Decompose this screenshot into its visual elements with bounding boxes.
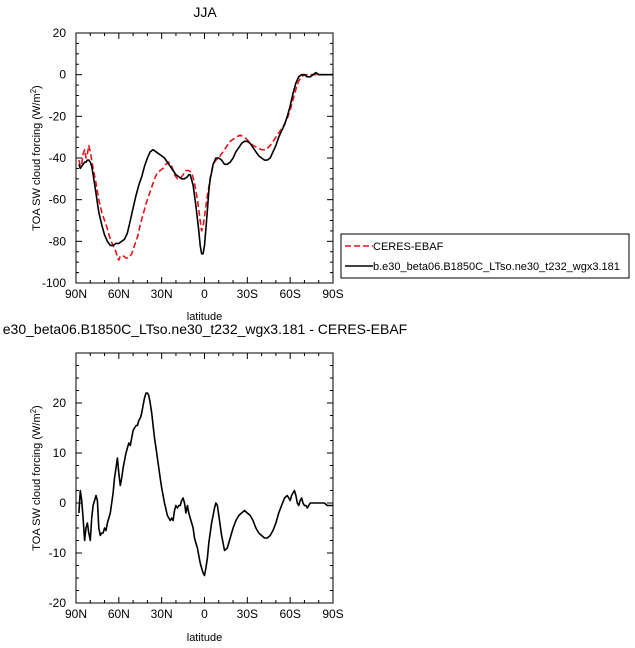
- x-tick-label: 60S: [279, 287, 300, 301]
- x-tick-label: 30S: [237, 287, 258, 301]
- series-line-0: [78, 392, 333, 577]
- bottom-series-group: [78, 392, 333, 577]
- y-tick-label: -40: [49, 151, 67, 165]
- x-tick-label: 60N: [108, 287, 130, 301]
- bottom-chart-title: e30_beta06.B1850C_LTso.ne30_t232_wgx3.18…: [3, 321, 407, 337]
- x-tick-label: 30N: [151, 607, 173, 621]
- top-axes: 90N 60N 30N 0 30S 60S 90S -100 -80 -60 -40 -20 0 20: [42, 26, 344, 301]
- bottom-y-axis-title: TOA SW cloud forcing (W/m2): [29, 405, 43, 550]
- x-tick-label: 90S: [322, 287, 343, 301]
- y-tick-label: 20: [53, 396, 67, 410]
- top-series-group: [78, 71, 333, 261]
- top-plot-frame: [75, 32, 334, 284]
- bottom-x-axis-title: latitude: [187, 632, 222, 644]
- y-tick-label: -100: [42, 276, 66, 290]
- bottom-plot-frame: [75, 352, 334, 604]
- series-line-0: [78, 73, 333, 261]
- series-line-1: [78, 71, 333, 255]
- x-tick-label: 0: [201, 287, 208, 301]
- y-tick-label: -20: [49, 109, 67, 123]
- legend-label-ceres: CERES-EBAF: [373, 241, 444, 253]
- x-tick-label: 60S: [279, 607, 300, 621]
- top-chart-title: JJA: [193, 4, 217, 20]
- bottom-axes: 90N 60N 30N 0 30S 60S 90S -20 -10 0 10 20: [49, 352, 344, 621]
- x-tick-label: 30N: [151, 287, 173, 301]
- y-tick-label: 20: [53, 26, 67, 40]
- y-tick-label: 10: [53, 446, 67, 460]
- legend: CERES-EBAF b.e30_beta06.B1850C_LTso.ne30…: [340, 233, 630, 279]
- y-tick-label: 0: [59, 68, 66, 82]
- y-tick-label: -80: [49, 234, 67, 248]
- x-tick-label: 30S: [237, 607, 258, 621]
- x-tick-label: 90S: [322, 607, 343, 621]
- legend-box: [340, 233, 630, 279]
- top-panel: JJA latitude TOA SW cloud forcing (W/m2)…: [29, 4, 344, 323]
- x-tick-label: 90N: [65, 607, 87, 621]
- y-tick-label: -10: [49, 546, 67, 560]
- legend-label-model: b.e30_beta06.B1850C_LTso.ne30_t232_wgx3.…: [373, 261, 620, 273]
- x-tick-label: 0: [201, 607, 208, 621]
- x-tick-label: 60N: [108, 607, 130, 621]
- top-x-axis-title: latitude: [187, 311, 222, 323]
- bottom-panel: e30_beta06.B1850C_LTso.ne30_t232_wgx3.18…: [3, 321, 407, 644]
- y-tick-label: -60: [49, 193, 67, 207]
- y-tick-label: 0: [59, 496, 66, 510]
- y-tick-label: -20: [49, 596, 67, 610]
- x-tick-label: 90N: [65, 287, 87, 301]
- top-y-axis-title: TOA SW cloud forcing (W/m2): [29, 85, 43, 230]
